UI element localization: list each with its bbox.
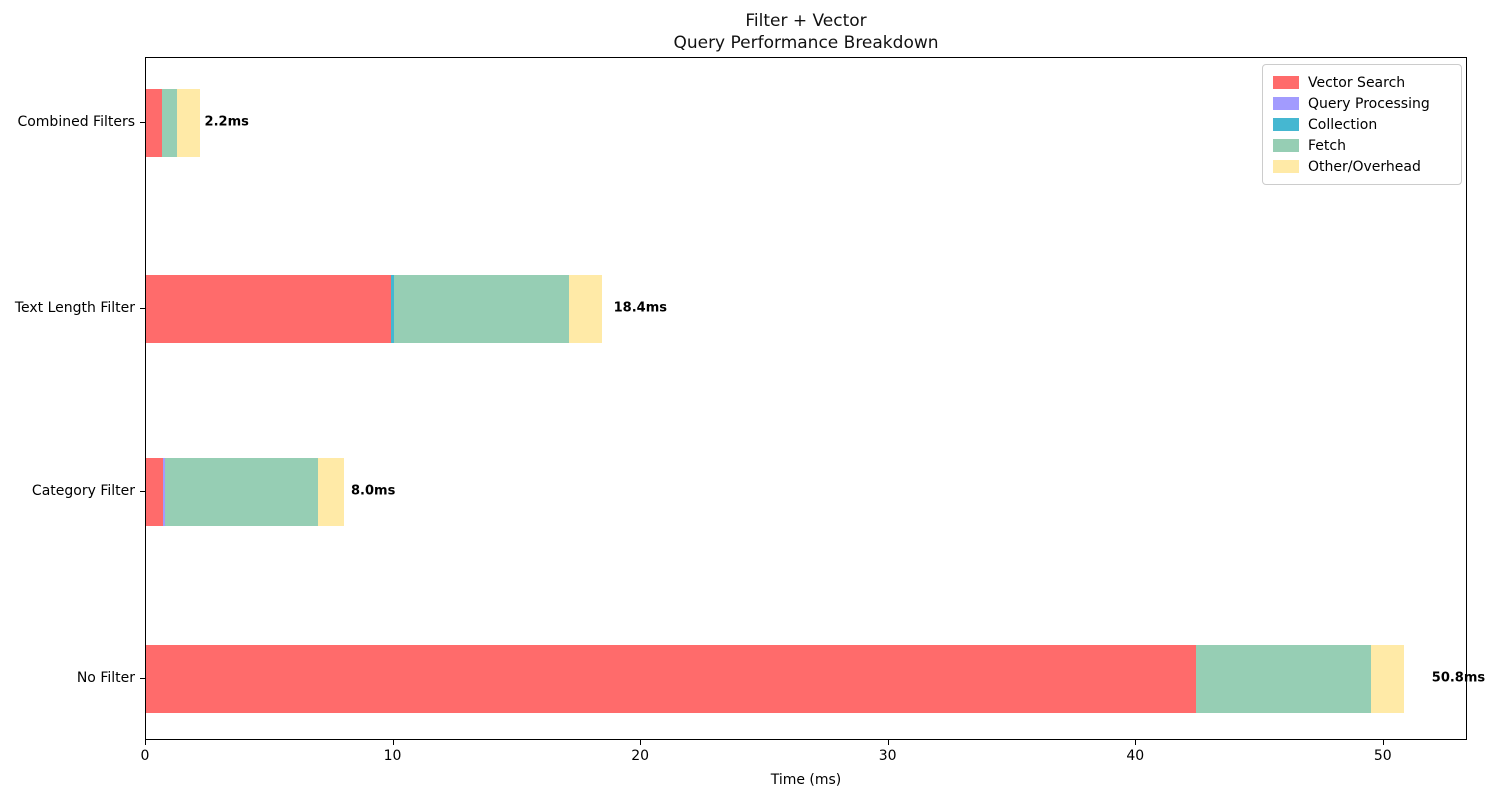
legend-label: Vector Search [1308,74,1406,91]
legend-item-vector-search: Vector Search [1273,72,1451,93]
y-tick-label-category-filter: Category Filter [31,483,135,499]
x-tick-mark [640,740,642,745]
bar-segment-other-overhead [1371,645,1404,713]
bar-row-category-filter [146,458,1468,526]
bar-segment-vector-search [146,458,164,526]
legend: Vector Search Query Processing Collection F… [1262,64,1462,185]
legend-swatch-icon [1273,97,1299,110]
y-tick-mark [140,678,145,679]
x-tick-label-50: 50 [1373,748,1392,764]
x-tick-label-20: 20 [631,748,650,764]
bar-segment-vector-search [146,275,392,343]
legend-label: Collection [1308,116,1378,133]
legend-swatch-icon [1273,118,1299,131]
chart-title-line2: Query Performance Breakdown [673,33,939,53]
legend-swatch-icon [1273,76,1299,89]
y-tick-mark [140,122,145,123]
bar-total-label: 2.2ms [204,114,249,130]
bar-segment-fetch [162,89,177,157]
y-tick-label-combined-filters: Combined Filters [17,114,135,130]
bar-segment-other-overhead [318,458,345,526]
x-tick-label-30: 30 [878,748,897,764]
legend-label: Other/Overhead [1308,158,1421,175]
bar-segment-vector-search [146,645,1196,713]
bar-total-label: 18.4ms [613,300,667,316]
chart-title-line1: Filter + Vector [745,11,867,31]
legend-item-fetch: Fetch [1273,135,1451,156]
bar-row-no-filter [146,645,1468,713]
plot-area [145,57,1467,740]
legend-label: Query Processing [1308,95,1430,112]
bar-segment-query-processing [163,458,165,526]
legend-swatch-icon [1273,139,1299,152]
x-tick-mark [145,740,146,745]
x-tick-label-0: 0 [140,748,150,764]
bar-segment-vector-search [146,89,163,157]
y-tick-label-no-filter: No Filter [76,670,135,686]
x-tick-mark [1382,740,1384,745]
chart-title: Filter + Vector Query Performance Breakd… [145,10,1467,54]
x-tick-label-10: 10 [383,748,402,764]
bar-total-label: 8.0ms [351,483,396,499]
bar-segment-fetch [1195,645,1372,713]
y-tick-mark [140,308,145,309]
legend-label: Fetch [1308,137,1346,154]
bar-row-combined-filters [146,89,1468,157]
x-tick-label-40: 40 [1126,748,1145,764]
x-axis-label: Time (ms) [770,772,842,788]
legend-swatch-icon [1273,160,1299,173]
bar-segment-collection [391,275,394,343]
x-tick-mark [392,740,394,745]
bar-segment-fetch [393,275,570,343]
bar-segment-fetch [164,458,319,526]
bar-segment-other-overhead [176,89,201,157]
x-tick-mark [1135,740,1137,745]
bar-total-label: 50.8ms [1431,670,1486,686]
legend-item-collection: Collection [1273,114,1451,135]
legend-item-other-overhead: Other/Overhead [1273,156,1451,177]
bar-row-text-length-filter [146,275,1468,343]
legend-item-query-processing: Query Processing [1273,93,1451,114]
y-tick-mark [140,491,145,492]
y-tick-label-text-length-filter: Text Length Filter [14,300,135,316]
x-tick-mark [887,740,889,745]
bar-segment-other-overhead [569,275,602,343]
